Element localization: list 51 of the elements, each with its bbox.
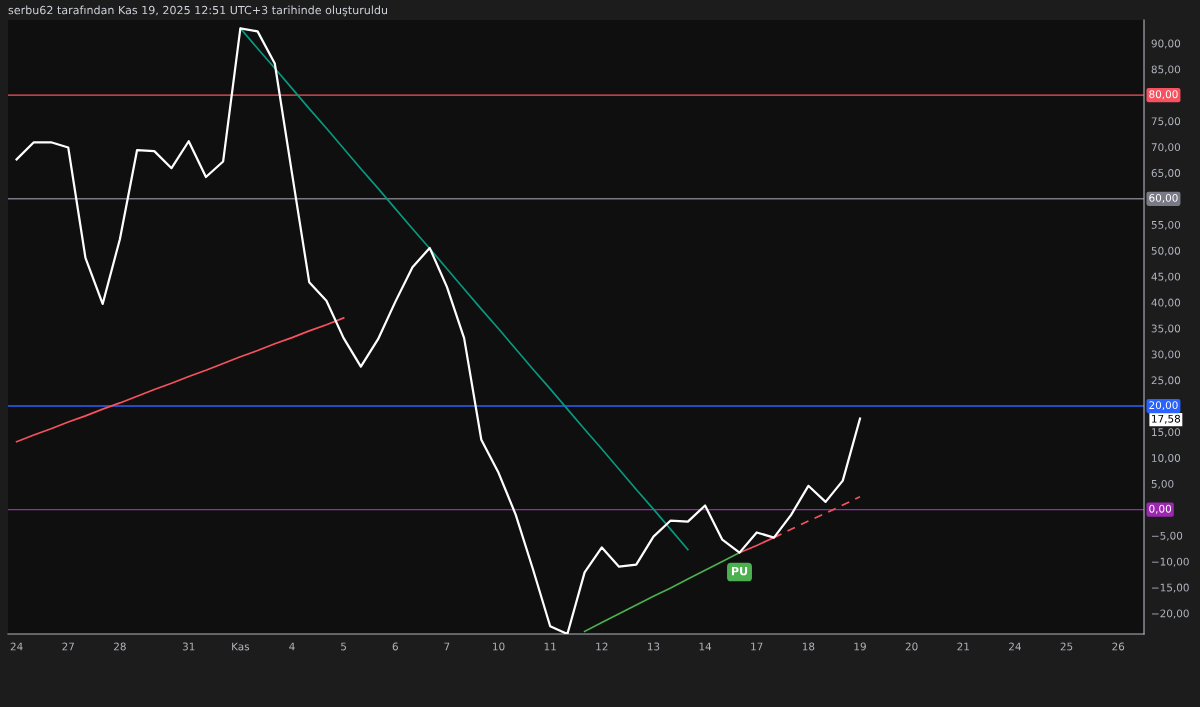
y-tick-label: −5,00 [1152,531,1183,541]
line-series [15,317,345,443]
y-tick-label: 65,00 [1151,169,1181,179]
x-tick-label: 7 [444,642,450,651]
y-tick-label: 5,00 [1151,479,1174,489]
x-tick-label: 6 [392,642,398,651]
y-tick-label: 40,00 [1151,298,1181,308]
x-tick-label: 18 [802,642,815,651]
y-tick-label: 45,00 [1151,272,1181,282]
x-tick-label: 5 [341,642,347,651]
x-tick-label: 24 [10,642,23,651]
y-tick-label: 35,00 [1151,324,1181,334]
y-tick-label: −15,00 [1152,583,1189,593]
x-tick-label: 24 [1009,642,1021,651]
x-tick-label: 11 [544,642,556,651]
x-tick-label: 31 [182,642,195,651]
x-tick-label: 4 [289,642,295,651]
y-tick-label: 85,00 [1151,65,1181,75]
y-tick-label: 17,58 [1152,414,1181,424]
x-tick-label: 28 [114,642,126,651]
line-series [15,27,862,634]
ref-line-label: 20,00 [1149,401,1178,411]
x-tick-label: 20 [905,642,918,651]
y-tick-label: 10,00 [1152,454,1181,463]
x-tick-label: Kas [232,642,250,651]
y-tick-label: 55,00 [1151,220,1181,230]
x-tick-label: 26 [1112,642,1125,651]
y-tick-label: 50,00 [1151,246,1181,256]
x-tick-label: 19 [854,642,866,651]
y-tick-label: 75,00 [1151,117,1181,127]
x-tick-label: 10 [493,642,505,651]
ref-line-label: 80,00 [1149,90,1178,100]
line-series [239,27,689,551]
y-tick-label: 25,00 [1151,376,1181,386]
y-tick-label: 90,00 [1151,39,1181,49]
x-tick-label: 17 [751,642,763,651]
y-tick-label: 70,00 [1151,143,1181,153]
x-tick-label: 14 [699,642,712,651]
x-tick-label: 13 [647,642,660,651]
y-tick-label: −20,00 [1152,609,1189,619]
ref-line-label: 0,00 [1149,504,1172,514]
chart-title: serbu62 tarafından Kas 19, 2025 12:51 UTC+3 tarihinde oluşturuldu [8,5,388,17]
y-tick-label: −10,00 [1152,557,1189,567]
ref-line-label: 60,00 [1149,193,1178,203]
annotation: PU [731,567,748,576]
x-tick-label: 12 [596,642,608,651]
x-tick-label: 25 [1060,642,1073,651]
y-tick-label: 15,00 [1152,428,1181,438]
y-tick-label: 30,00 [1151,350,1181,360]
x-tick-label: 27 [62,642,74,651]
x-tick-label: 21 [957,642,969,651]
